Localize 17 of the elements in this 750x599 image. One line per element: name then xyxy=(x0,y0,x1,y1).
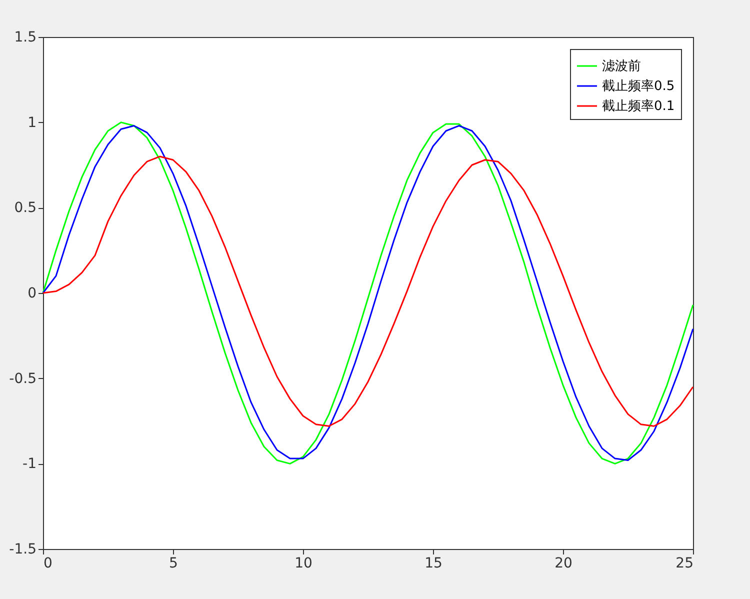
y-tick-label: 1 xyxy=(28,114,36,131)
x-tick-label: 25 xyxy=(676,556,694,572)
x-tick-label: 5 xyxy=(169,556,178,572)
x-tick-label: 15 xyxy=(424,556,442,572)
x-tick-label: 20 xyxy=(554,556,572,572)
x-tick-label: 10 xyxy=(294,556,312,572)
y-tick-label: 0.5 xyxy=(14,200,36,216)
y-tick-label: -1.5 xyxy=(9,542,36,558)
legend-label: 截止频率0.1 xyxy=(602,98,675,114)
legend-label: 滤波前 xyxy=(602,59,641,74)
y-tick-label: 1.5 xyxy=(14,30,36,46)
x-tick-label: 0 xyxy=(44,556,52,572)
legend-label: 截止频率0.5 xyxy=(602,78,675,94)
y-tick-label: 0 xyxy=(28,286,36,302)
y-tick-label: -0.5 xyxy=(9,370,36,387)
line-series xyxy=(42,156,694,427)
y-tick-label: -1 xyxy=(22,456,36,472)
